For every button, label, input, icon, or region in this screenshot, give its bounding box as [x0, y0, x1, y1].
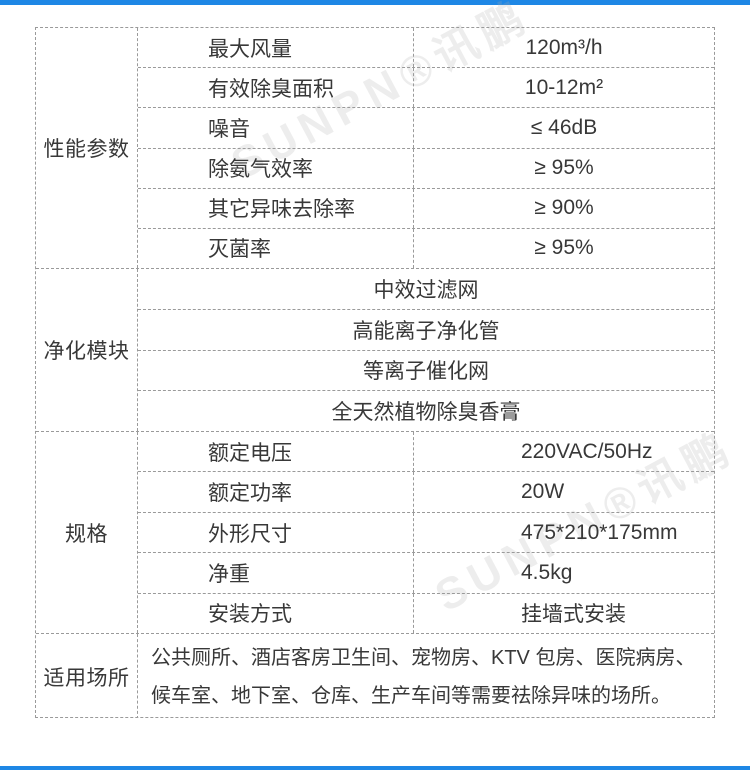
product-spec-table: 性能参数 最大风量 120m³/h 有效除臭面积 10-12m² 噪音 ≤ 46…	[35, 27, 715, 718]
spec-row: 安装方式 挂墙式安装	[138, 592, 714, 634]
spec-value: 20W	[521, 480, 565, 504]
top-accent-bar	[0, 0, 750, 5]
section-applications: 适用场所 公共厕所、酒店客房卫生间、宠物房、KTV 包房、医院病房、候车室、地下…	[36, 633, 714, 717]
module-row: 全天然植物除臭香膏	[138, 390, 714, 431]
module-row: 高能离子净化管	[138, 308, 714, 350]
spec-row: 最大风量 120m³/h	[138, 28, 714, 68]
spec-row: 净重 4.5kg	[138, 552, 714, 593]
section-header: 性能参数	[36, 28, 138, 268]
spec-row: 额定电压 220VAC/50Hz	[138, 432, 714, 472]
spec-label: 额定功率	[138, 472, 414, 512]
section-body: 最大风量 120m³/h 有效除臭面积 10-12m² 噪音 ≤ 46dB 除氨…	[138, 28, 714, 269]
spec-row: 额定功率 20W	[138, 471, 714, 512]
spec-label: 噪音	[138, 108, 414, 148]
spec-value: 4.5kg	[521, 560, 573, 584]
section-header: 规格	[36, 432, 138, 633]
spec-label: 除氨气效率	[138, 148, 414, 188]
section-body: 中效过滤网 高能离子净化管 等离子催化网 全天然植物除臭香膏	[138, 269, 714, 431]
spec-row: 有效除臭面积 10-12m²	[138, 67, 714, 108]
spec-label: 灭菌率	[138, 228, 414, 269]
bottom-accent-bar	[0, 766, 750, 770]
section-header: 适用场所	[36, 634, 138, 717]
spec-value: 10-12m²	[524, 75, 604, 99]
spec-value: ≥ 95%	[534, 156, 594, 180]
section-body: 额定电压 220VAC/50Hz 额定功率 20W 外形尺寸 475*210*1…	[138, 432, 714, 634]
spec-row: 灭菌率 ≥ 95%	[138, 227, 714, 269]
section-modules: 净化模块 中效过滤网 高能离子净化管 等离子催化网 全天然植物除臭香膏	[36, 268, 714, 431]
spec-value: ≥ 90%	[534, 196, 594, 220]
spec-label: 额定电压	[138, 432, 414, 472]
spec-label: 有效除臭面积	[138, 68, 414, 108]
spec-value: 120m³/h	[525, 35, 603, 59]
spec-value: 挂墙式安装	[521, 603, 626, 627]
spec-value: 475*210*175mm	[521, 520, 678, 544]
spec-label: 外形尺寸	[138, 512, 414, 553]
spec-label: 净重	[138, 553, 414, 593]
section-specs: 规格 额定电压 220VAC/50Hz 额定功率 20W 外形尺寸 475*21…	[36, 431, 714, 634]
section-header: 净化模块	[36, 269, 138, 431]
spec-label: 安装方式	[138, 593, 414, 634]
spec-label: 其它异味去除率	[138, 188, 414, 228]
spec-row: 噪音 ≤ 46dB	[138, 107, 714, 148]
spec-row: 外形尺寸 475*210*175mm	[138, 511, 714, 553]
applications-text: 公共厕所、酒店客房卫生间、宠物房、KTV 包房、医院病房、候车室、地下室、仓库、…	[151, 646, 696, 707]
spec-label: 最大风量	[138, 28, 414, 68]
spec-value: ≥ 95%	[534, 236, 594, 260]
spec-row: 其它异味去除率 ≥ 90%	[138, 187, 714, 228]
module-row: 等离子催化网	[138, 349, 714, 391]
spec-value: 220VAC/50Hz	[521, 439, 653, 463]
section-body: 公共厕所、酒店客房卫生间、宠物房、KTV 包房、医院病房、候车室、地下室、仓库、…	[138, 634, 714, 717]
spec-row: 除氨气效率 ≥ 95%	[138, 147, 714, 188]
module-row: 中效过滤网	[373, 278, 479, 302]
section-performance: 性能参数 最大风量 120m³/h 有效除臭面积 10-12m² 噪音 ≤ 46…	[36, 28, 714, 269]
spec-value: ≤ 46dB	[530, 115, 598, 139]
